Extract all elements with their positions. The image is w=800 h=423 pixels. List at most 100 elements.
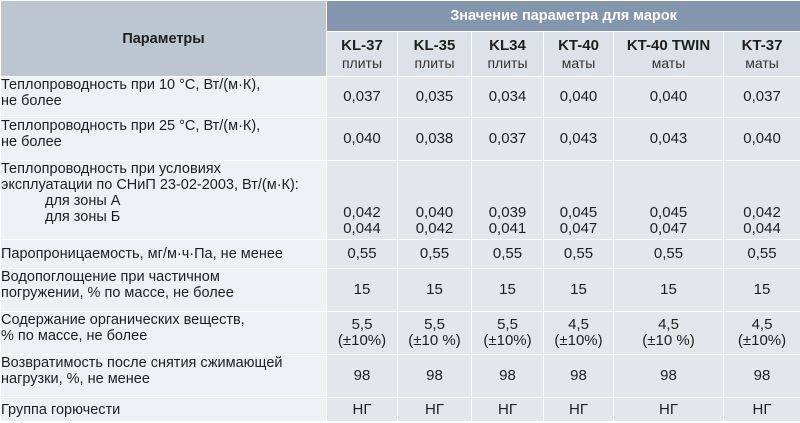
param-label-line: нагрузки, %, не менее [1,371,150,387]
zone-a-value: 0,045 [649,204,688,221]
params-column-header: Параметры [0,0,327,77]
zone-a-value: 0,042 [343,204,381,221]
value-cell: 0,039 0,041 [471,160,544,240]
zone-b-value: 0,042 [415,220,454,237]
brand-name: KL-35 [413,37,456,54]
zone-b-value: 0,047 [649,220,688,237]
value-cell: 98 [543,354,614,398]
zone-a-value: 0,045 [559,204,598,221]
brand-header: KL-35 плиты [397,31,472,77]
param-label: Содержание органических веществ,% по мас… [0,311,327,355]
value-tolerance: (±10%) [483,332,532,349]
brand-kind: плиты [414,55,455,71]
zone-b-value: 0,047 [559,220,598,237]
value-tolerance: (±10%) [737,332,787,349]
param-label: Теплопроводность при 10 °С, Вт/(м·К), не … [0,76,327,118]
table-row: Теплопроводность при 10 °С, Вт/(м·К), не … [0,76,800,118]
value-tolerance: (±10 %) [642,332,695,349]
param-label-line: Теплопроводность при 10 °С, Вт/(м·К), [1,77,261,94]
param-label-line: Теплопроводность при 25 °С, Вт/(м·К), [1,118,261,135]
param-label: Группа горючести [0,397,327,422]
brand-name: KT-40 TWIN [626,37,711,54]
brand-kind: маты [745,55,779,71]
value-cell: 98 [397,354,472,398]
table-row: Содержание органических веществ,% по мас… [0,311,800,355]
param-label-line: % по массе, не более [1,328,148,344]
value-cell: 98 [722,354,800,398]
value-cell: 0,55 [722,239,800,269]
brand-name: KL-37 [341,37,383,54]
value-cell: 0,040 [722,117,800,161]
table-row: Группа горючести НГ НГ НГ НГ НГ НГ [0,397,800,422]
value-cell: 0,043 [543,117,614,161]
value-cell: 0,043 [613,117,724,161]
value-main: 5,5 [424,316,445,333]
brand-name: KL34 [489,37,526,54]
param-label-line: не более [1,93,62,109]
value-cell: НГ [471,397,544,422]
param-label: Паропроницаемость, мг/м·ч·Па, не менее [0,239,327,269]
value-cell: 0,034 [471,76,544,118]
value-main: 4,5 [658,316,679,333]
value-cell: 0,037 [471,117,544,161]
brand-kind: маты [651,55,686,71]
value-tolerance: (±10 %) [408,332,461,349]
value-cell: 98 [326,354,398,398]
table-row: Теплопроводность при условиях эксплуатац… [0,160,800,240]
value-main: 5,5 [497,316,518,333]
value-cell: 0,037 [326,76,398,118]
table-row: Паропроницаемость, мг/м·ч·Па, не менее 0… [0,239,800,269]
param-label-line: Водопоглощение при частичном [1,269,220,286]
zone-b-value: 0,044 [343,220,381,237]
value-cell: 4,5 (±10 %) [613,311,724,355]
value-cell: 15 [543,268,614,312]
value-cell: 5,5 (±10 %) [397,311,472,355]
param-label: Теплопроводность при 25 °С, Вт/(м·К), не … [0,117,327,161]
value-cell: 0,040 [543,76,614,118]
param-label-line: погружении, % по массе, не более [1,285,234,301]
value-tolerance: (±10%) [554,332,603,349]
table-row: Возвратимость после снятия сжимающей нагр… [0,354,800,398]
value-cell: НГ [326,397,398,422]
brands-group-header: Значение параметра для марок [325,0,800,32]
value-cell: 0,045 0,047 [543,160,614,240]
param-label-line: Теплопроводность при условиях [1,161,221,178]
zone-b-label: для зоны Б [45,209,121,225]
brand-header: KT-37 маты [722,31,800,77]
value-cell: 5,5 (±10%) [471,311,544,355]
value-cell: 0,040 0,042 [397,160,472,240]
zone-a-label: для зоны А [45,193,121,209]
value-cell: 15 [722,268,800,312]
param-label: Водопоглощение при частичном погружении, … [0,268,327,312]
value-cell: 98 [613,354,724,398]
value-cell: 0,55 [613,239,724,269]
value-cell: 15 [326,268,398,312]
value-cell: 0,55 [543,239,614,269]
value-cell: НГ [397,397,472,422]
zone-b-value: 0,041 [488,220,527,237]
table-row: Теплопроводность при 25 °С, Вт/(м·К), не … [0,117,800,161]
value-cell: 0,55 [471,239,544,269]
value-cell: 0,040 [326,117,398,161]
param-label-line: не более [1,134,62,150]
zone-a-value: 0,039 [488,204,527,221]
value-cell: 0,55 [326,239,398,269]
brand-name: KT-37 [741,37,783,54]
brand-header: KL34 плиты [471,31,544,77]
value-cell: НГ [613,397,724,422]
value-cell: 0,042 0,044 [722,160,800,240]
table-row: Водопоглощение при частичном погружении, … [0,268,800,312]
param-label: Теплопроводность при условиях эксплуатац… [0,160,327,240]
param-label-line: Содержание органических веществ, [1,312,245,329]
value-cell: 15 [471,268,544,312]
brand-kind: маты [561,55,596,71]
value-cell: 0,038 [397,117,472,161]
brand-header: KL-37 плиты [326,31,398,77]
value-cell: НГ [722,397,800,422]
value-main: 4,5 [568,316,589,333]
zone-a-value: 0,042 [743,204,781,221]
value-cell: 0,040 [613,76,724,118]
brand-kind: плиты [487,55,528,71]
brand-kind: плиты [341,55,383,71]
